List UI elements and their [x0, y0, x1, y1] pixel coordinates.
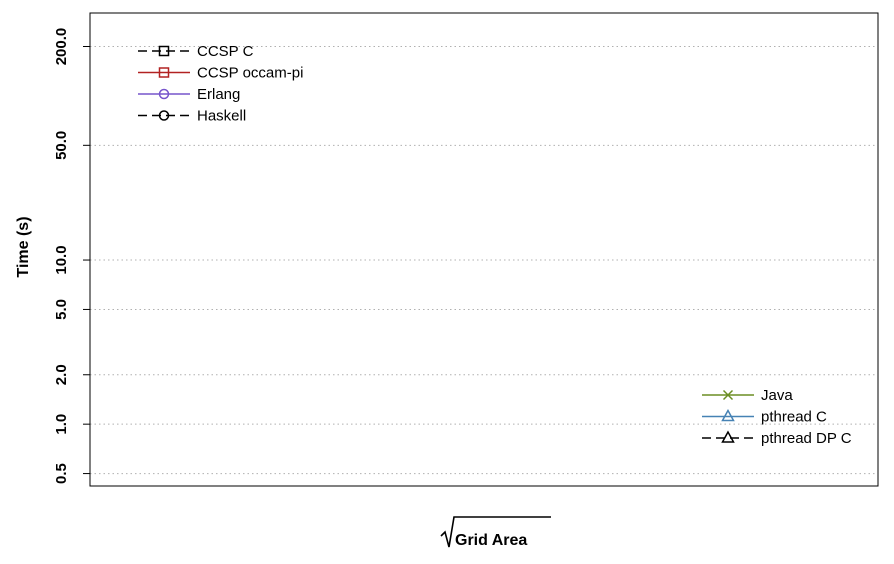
y-tick-label: 5.0 [53, 299, 70, 320]
y-tick-label: 2.0 [53, 364, 70, 385]
data-point [721, 408, 735, 422]
y-tick-label: 200.0 [53, 28, 70, 66]
y-axis-label: Time (s) [15, 216, 32, 277]
legend-label: pthread C [761, 409, 827, 426]
legend-label: Java [761, 387, 793, 404]
legend-item: Haskell [138, 108, 246, 125]
legend-item: pthread C [702, 409, 827, 426]
data-point [721, 430, 735, 443]
legend-top-left: CCSP C CCSP occam-pi Erlang Haskell [138, 43, 303, 125]
data-point [158, 110, 170, 121]
data-point [158, 67, 170, 78]
legend-item: Java [702, 387, 793, 404]
legend-label: pthread DP C [761, 430, 852, 447]
grid-lines [90, 46, 878, 475]
legend-item: Erlang [138, 86, 240, 103]
legend-item: CCSP occam-pi [138, 65, 303, 82]
sqrt-symbol [440, 516, 551, 548]
y-tick-label: 1.0 [53, 414, 70, 435]
plot-frame [89, 12, 879, 487]
data-point [722, 389, 734, 401]
x-axis-label: Grid Area [455, 532, 527, 549]
x-axis-title: Grid Area [440, 516, 551, 549]
y-tick-label: 10.0 [53, 245, 70, 274]
data-point [158, 88, 170, 100]
legend-label: Haskell [197, 108, 246, 125]
legend-bottom-right: Java pthread C pthread DP C [702, 387, 852, 447]
y-tick-label: 50.0 [53, 131, 70, 160]
data-point [158, 45, 170, 57]
legend-label: CCSP C [197, 43, 254, 60]
legend-item: pthread DP C [702, 430, 852, 447]
legend-label: CCSP occam-pi [197, 65, 303, 82]
legend-item: CCSP C [138, 43, 254, 60]
y-tick-label: 0.5 [53, 463, 70, 484]
legend-label: Erlang [197, 86, 240, 103]
